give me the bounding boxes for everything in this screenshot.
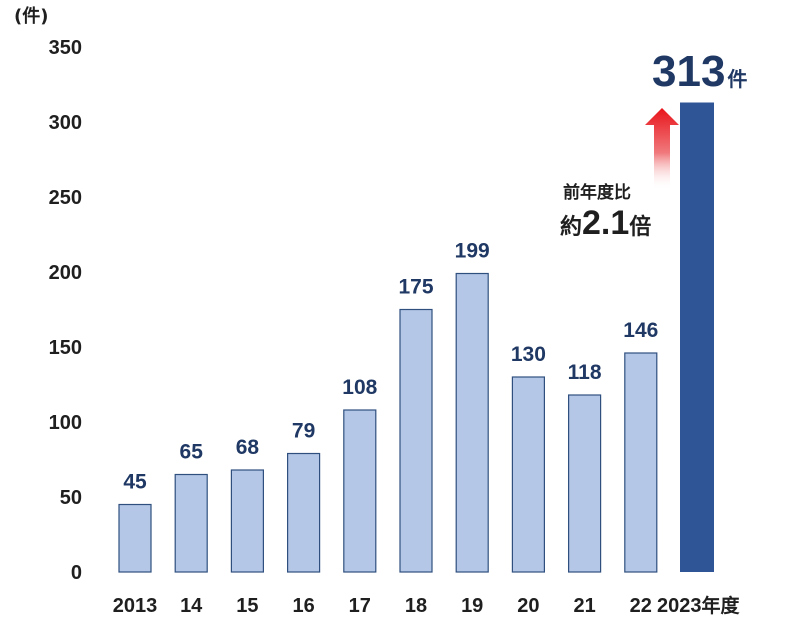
x-axis-ticks: 2013 14 15 16 17 18 19 20 21 22 2023年度 (113, 594, 741, 617)
comparison-suffix: 倍 (629, 214, 651, 240)
bar (399, 308, 433, 573)
data-labels: 45 65 68 79 108 175 199 130 118 146 (123, 240, 658, 494)
x-tick-label: 15 (236, 595, 258, 617)
data-label: 108 (342, 376, 377, 399)
comparison-prefix: 約 (560, 214, 582, 240)
bar (118, 503, 152, 573)
x-tick-label: 18 (405, 595, 427, 617)
x-tick-label: 21 (573, 595, 595, 617)
comparison-line1: 前年度比 (563, 182, 631, 203)
y-tick-label: 0 (71, 562, 82, 584)
highlight-value: 313 件 (652, 47, 747, 96)
bar (287, 452, 321, 573)
data-label: 130 (511, 343, 546, 366)
highlight-bar (680, 102, 714, 572)
data-label: 146 (623, 319, 658, 342)
data-label: 118 (568, 361, 602, 384)
x-tick-label: 22 (630, 595, 652, 617)
comparison-line2: 約2.1倍 (560, 204, 651, 242)
y-tick-label: 350 (49, 37, 82, 59)
y-tick-label: 300 (49, 112, 82, 134)
x-tick-label: 19 (461, 595, 483, 617)
bar (567, 394, 602, 573)
data-label: 45 (123, 471, 147, 494)
bars (118, 102, 714, 573)
data-label: 199 (455, 240, 490, 263)
x-tick-label: 16 (292, 595, 314, 617)
bar (624, 352, 658, 573)
y-tick-label: 250 (49, 187, 82, 209)
y-tick-label: 150 (49, 337, 82, 359)
bar (174, 473, 208, 573)
data-label: 65 (180, 441, 204, 464)
highlight-unit: 件 (727, 67, 747, 91)
data-label: 175 (398, 276, 433, 299)
x-tick-label: 2013 (113, 595, 158, 617)
bar (343, 409, 377, 573)
y-tick-label: 100 (49, 412, 82, 434)
y-tick-label: 50 (60, 487, 82, 509)
x-tick-label: 17 (349, 595, 371, 617)
increase-arrow (645, 108, 679, 190)
annotation: (件) 前年度比 約2.1倍 313 件 (14, 5, 747, 242)
y-axis: 0 50 100 150 200 250 300 350 (49, 37, 82, 584)
data-label: 68 (236, 436, 260, 459)
highlight-number: 313 (652, 47, 725, 96)
bar (230, 469, 264, 573)
data-label: 79 (292, 420, 315, 443)
bar (455, 272, 489, 573)
x-tick-label: 14 (180, 595, 203, 617)
comparison-ratio: 2.1 (582, 204, 629, 242)
bar (511, 376, 546, 573)
x-tick-label: 2023年度 (657, 594, 741, 617)
x-unit-suffix: 年度 (702, 594, 741, 617)
y-unit-label: (件) (14, 5, 48, 27)
y-tick-label: 200 (49, 262, 82, 284)
x-tick-label: 20 (517, 595, 539, 617)
